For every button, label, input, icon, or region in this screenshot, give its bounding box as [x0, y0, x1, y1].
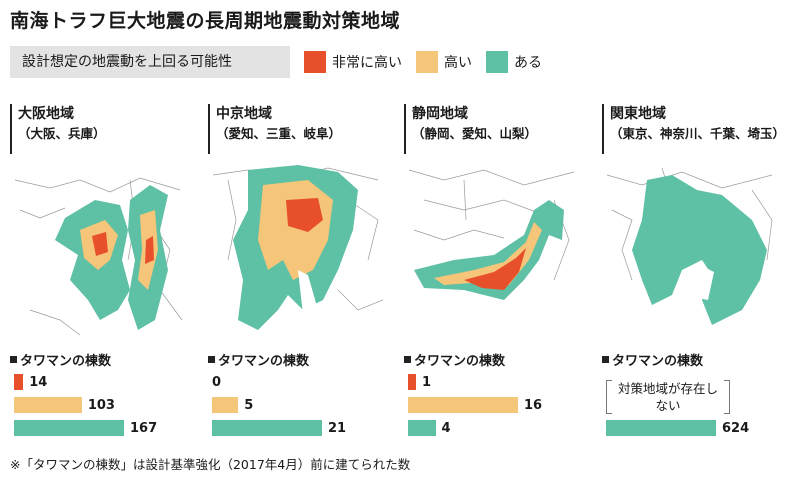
region-header-osaka: 大阪地域 （大阪、兵庫） [10, 104, 188, 154]
bar-osaka-very-high [14, 374, 24, 390]
zone-very-high-osaka-east [145, 236, 154, 264]
footnote: ※「タワマンの棟数」は設計基準強化（2017年4月）前に建てられた数 [10, 457, 411, 472]
region-subtitle-shizuoka: （静岡、愛知、山梨） [412, 126, 538, 141]
bar-value-shizuoka-very-high: 1 [422, 374, 432, 390]
bracket-left [606, 380, 612, 414]
count-row-shizuoka-high: 16 [408, 395, 542, 415]
count-heading-kanto: タワマンの棟数 [602, 350, 703, 369]
bullet-square-icon [10, 356, 17, 363]
bar-shizuoka-high [408, 397, 518, 413]
bar-value-osaka-very-high: 14 [29, 374, 48, 390]
bar-osaka-high [14, 397, 82, 413]
count-heading-osaka: タワマンの棟数 [10, 350, 111, 369]
bracket-right [724, 380, 730, 414]
no-area-note-text: 対策地域が存在しない [617, 381, 718, 413]
region-title-osaka: 大阪地域 [18, 106, 74, 122]
bar-value-shizuoka-possible: 4 [441, 420, 451, 436]
bay-kanto [698, 265, 714, 300]
legend-label-very-high: 非常に高い [332, 55, 402, 71]
legend-item-possible: ある [486, 51, 542, 73]
bullet-square-icon [404, 356, 411, 363]
map-shizuoka [408, 169, 575, 300]
legend-label-possible: ある [514, 55, 542, 71]
region-title-shizuoka: 静岡地域 [412, 106, 468, 122]
count-heading-label-kanto: タワマンの棟数 [612, 354, 704, 369]
bar-value-osaka-possible: 167 [130, 420, 158, 436]
region-subtitle-osaka: （大阪、兵庫） [18, 126, 106, 141]
region-panel-chukyo: 中京地域 （愛知、三重、岐阜） タワマンの棟数 0 5 21 [208, 104, 386, 444]
legend-item-high: 高い [416, 51, 472, 73]
bar-shizuoka-possible [408, 420, 436, 436]
legend-swatch-possible [486, 51, 508, 73]
region-title-kanto: 関東地域 [610, 106, 666, 122]
legend-label-high: 高い [444, 55, 472, 71]
bar-value-chukyo-possible: 21 [328, 420, 347, 436]
region-subtitle-kanto: （東京、神奈川、千葉、埼玉） [610, 126, 786, 141]
count-heading-label-shizuoka: タワマンの棟数 [414, 354, 506, 369]
bar-chukyo-possible [212, 420, 322, 436]
legend-caption: 設計想定の地震動を上回る可能性 [10, 46, 290, 78]
map-osaka [14, 177, 183, 336]
count-row-chukyo-very-high: 0 [212, 372, 221, 392]
bar-value-chukyo-very-high: 0 [212, 374, 222, 390]
count-row-shizuoka-possible: 4 [408, 418, 451, 438]
count-row-chukyo-possible: 21 [212, 418, 346, 438]
bar-value-kanto-possible: 624 [722, 420, 750, 436]
count-row-shizuoka-very-high: 1 [408, 372, 431, 392]
count-row-osaka-possible: 167 [14, 418, 157, 438]
region-header-shizuoka: 静岡地域 （静岡、愛知、山梨） [404, 104, 582, 154]
region-panel-osaka: 大阪地域 （大阪、兵庫） タワマンの棟数 14 103 167 [10, 104, 188, 444]
bullet-square-icon [208, 356, 215, 363]
bar-shizuoka-very-high [408, 374, 416, 390]
count-heading-label-osaka: タワマンの棟数 [20, 354, 112, 369]
legend-item-very-high: 非常に高い [304, 51, 402, 73]
bar-osaka-possible [14, 420, 124, 436]
count-heading-shizuoka: タワマンの棟数 [404, 350, 505, 369]
bar-value-shizuoka-high: 16 [524, 397, 543, 413]
legend-swatch-very-high [304, 51, 326, 73]
count-row-chukyo-high: 5 [212, 395, 253, 415]
bar-chukyo-high [212, 397, 239, 413]
map-kanto [606, 167, 773, 325]
zone-possible-kanto [632, 175, 767, 325]
no-area-note-kanto: 対策地域が存在しない [606, 378, 736, 416]
count-row-osaka-very-high: 14 [14, 372, 47, 392]
zone-very-high-chukyo [286, 198, 323, 232]
count-row-osaka-high: 103 [14, 395, 115, 415]
region-title-chukyo: 中京地域 [216, 106, 272, 122]
bay-chukyo [298, 270, 318, 315]
legend: 設計想定の地震動を上回る可能性 非常に高い 高い ある [10, 46, 542, 78]
bar-value-osaka-high: 103 [87, 397, 115, 413]
region-panel-kanto: 関東地域 （東京、神奈川、千葉、埼玉） タワマンの棟数 対策地域が存在しない 6… [602, 104, 786, 444]
legend-swatch-high [416, 51, 438, 73]
count-heading-chukyo: タワマンの棟数 [208, 350, 309, 369]
bar-value-chukyo-high: 5 [244, 397, 254, 413]
map-chukyo [212, 165, 384, 330]
bullet-square-icon [602, 356, 609, 363]
bar-kanto-possible [606, 420, 716, 436]
zone-very-high-osaka-west [92, 232, 108, 256]
region-header-kanto: 関東地域 （東京、神奈川、千葉、埼玉） [602, 104, 786, 154]
region-header-chukyo: 中京地域 （愛知、三重、岐阜） [208, 104, 386, 154]
count-heading-label-chukyo: タワマンの棟数 [218, 354, 310, 369]
count-row-kanto-possible: 624 [606, 418, 749, 438]
region-subtitle-chukyo: （愛知、三重、岐阜） [216, 126, 342, 141]
zone-very-high-shizuoka [464, 248, 526, 290]
region-panel-shizuoka: 静岡地域 （静岡、愛知、山梨） タワマンの棟数 1 16 4 [404, 104, 582, 444]
page-title: 南海トラフ巨大地震の長周期地震動対策地域 [10, 10, 401, 32]
